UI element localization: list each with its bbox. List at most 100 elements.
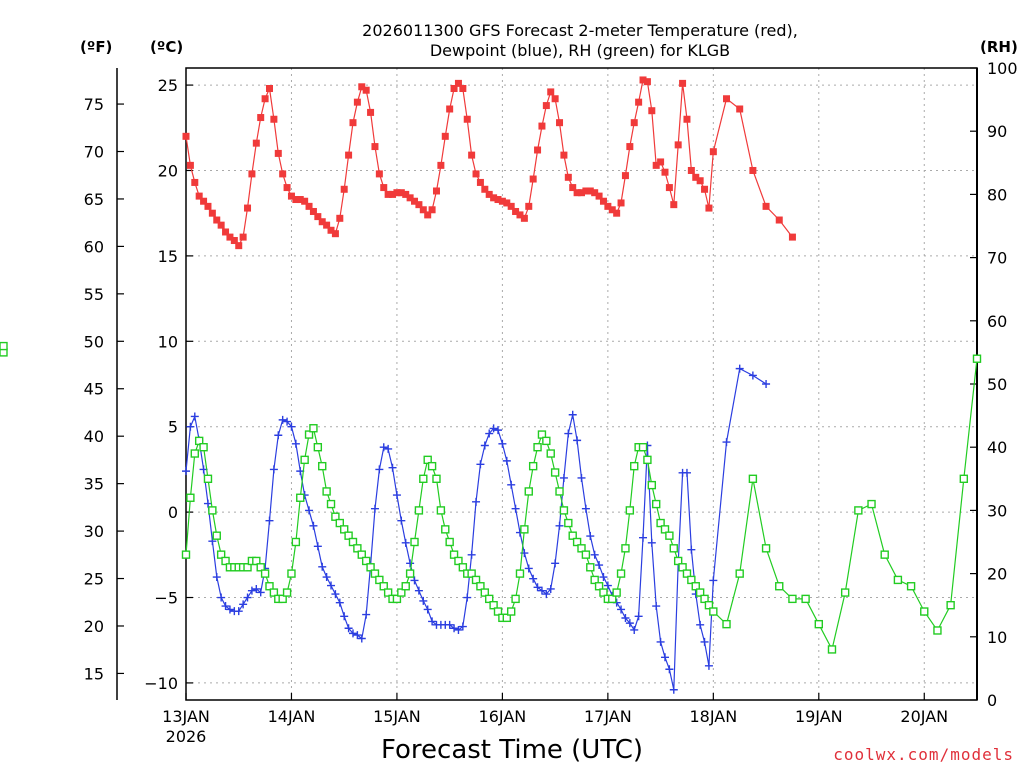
rh-point	[419, 474, 428, 483]
rh-point	[608, 594, 617, 604]
rh-point	[190, 449, 199, 458]
dewpoint-point	[656, 637, 665, 646]
rh-point	[252, 556, 261, 566]
temperature-point	[204, 202, 212, 210]
dewpoint-point	[533, 583, 542, 592]
rh-point	[669, 544, 678, 553]
temperature-point	[639, 76, 647, 84]
rh-point	[520, 525, 529, 534]
temperature-point	[235, 242, 243, 250]
temperature-point	[208, 209, 216, 217]
dewpoint-point	[419, 596, 428, 605]
temperature-point	[314, 213, 322, 221]
temperature-point	[599, 197, 607, 205]
dewpoint-point	[735, 364, 744, 373]
rh-point	[313, 443, 323, 452]
rh-point	[366, 563, 375, 572]
temperature-point	[384, 190, 392, 198]
rh-point	[322, 487, 331, 496]
temperature-point	[503, 199, 511, 207]
rh-point	[577, 544, 586, 553]
rh-point	[335, 518, 345, 528]
fahrenheit-tick-label: 75	[84, 95, 104, 114]
temperature-point	[393, 189, 401, 197]
rh-point	[318, 461, 327, 471]
gridlines	[186, 68, 977, 700]
dewpoint-point	[546, 584, 555, 593]
rh-point	[287, 569, 296, 578]
rh-point	[296, 493, 305, 502]
temperature-point	[630, 119, 638, 127]
rh-tick-label: 40	[987, 438, 1007, 457]
dewpoint-point	[225, 605, 234, 614]
rh-point	[660, 525, 670, 534]
temperature-point	[556, 119, 564, 127]
temperature-point	[701, 185, 709, 193]
temperature-point	[305, 202, 313, 210]
rh-point	[801, 594, 810, 604]
temperature-point	[279, 170, 287, 178]
rh-point	[212, 531, 221, 540]
rh-point	[775, 582, 784, 591]
temperature-point	[485, 190, 493, 198]
fahrenheit-tick-label: 65	[84, 190, 104, 209]
dewpoint-point	[203, 499, 212, 508]
temperature-point	[547, 88, 555, 96]
rh-point	[682, 569, 692, 578]
temperature-point	[709, 148, 717, 156]
rh-point	[243, 563, 252, 572]
rh-tick-label: 60	[987, 312, 1007, 331]
temperature-point	[191, 178, 199, 186]
dewpoint-point	[682, 468, 691, 477]
dewpoint-series	[182, 364, 771, 694]
celsius-tick-label: 25	[158, 76, 178, 95]
dewpoint-point	[634, 612, 643, 621]
temperature-point	[283, 184, 291, 192]
dewpoint-point	[494, 426, 503, 435]
dewpoint-point	[599, 573, 608, 582]
rh-point	[480, 588, 490, 597]
rh-point	[383, 588, 393, 597]
chart-title-line2: Dewpoint (blue), RH (green) for KLGB	[430, 41, 730, 60]
rh-point	[630, 461, 639, 471]
rh-point	[436, 506, 446, 515]
temperature-point	[696, 177, 704, 185]
temperature-point	[327, 226, 335, 234]
fahrenheit-tick-label: 25	[84, 570, 104, 589]
dewpoint-point	[335, 598, 344, 607]
dewpoint-point	[529, 574, 538, 583]
dewpoint-point	[485, 429, 494, 438]
dewpoint-point	[454, 625, 463, 634]
temperature-point	[459, 84, 467, 92]
rh-point	[427, 461, 437, 471]
temperature-point	[358, 83, 366, 91]
dewpoint-point	[652, 602, 661, 611]
temperature-point	[542, 102, 550, 110]
fahrenheit-tick-label: 60	[84, 237, 104, 256]
credit-link[interactable]: coolwx.com/models	[833, 745, 1014, 764]
rh-point	[186, 493, 195, 502]
dewpoint-point	[239, 600, 248, 609]
temperature-series	[182, 76, 796, 250]
dewpoint-point	[551, 559, 560, 568]
dewpoint-point	[458, 622, 467, 631]
temperature-point	[643, 78, 651, 86]
dewpoint-point	[647, 538, 656, 547]
rh-point	[616, 569, 626, 578]
dewpoint-point	[507, 480, 516, 489]
temperature-point	[389, 190, 397, 198]
rh-point	[282, 588, 292, 597]
dewpoint-point	[581, 504, 590, 513]
celsius-tick-label: −5	[154, 589, 178, 608]
dewpoint-point	[414, 586, 423, 595]
fahrenheit-tick-label: 70	[84, 143, 104, 162]
temperature-point	[674, 141, 682, 149]
temperature-point	[318, 218, 326, 226]
temperature-point	[582, 187, 590, 195]
rh-point	[748, 474, 758, 483]
temperature-point	[186, 161, 194, 169]
rh-tick-label: 70	[987, 249, 1007, 268]
temperature-point	[591, 189, 599, 197]
dewpoint-point	[480, 441, 489, 450]
rh-point	[392, 594, 402, 604]
